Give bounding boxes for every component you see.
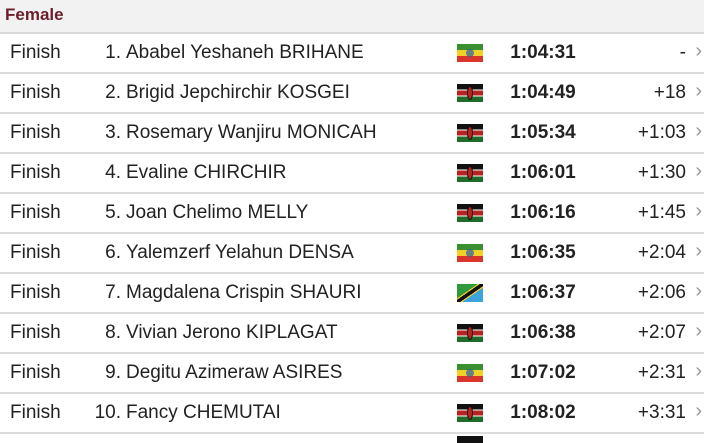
athlete-name: Magdalena Crispin SHAURI <box>126 282 362 303</box>
ethiopia-flag-icon <box>457 44 483 62</box>
rank: 2. <box>105 82 121 103</box>
finish-time: 1:04:31 <box>510 42 576 63</box>
finish-time: 1:05:34 <box>510 122 576 143</box>
ethiopia-flag-icon <box>457 244 483 262</box>
finish-time: 1:06:37 <box>510 282 576 303</box>
time-gap: +3:31 <box>637 402 686 423</box>
result-row[interactable]: Finish 9. Degitu Azimeraw ASIRES 1:07:02… <box>0 354 704 394</box>
athlete-name: Brigid Jepchirchir KOSGEI <box>126 82 350 103</box>
status: Finish <box>10 202 61 223</box>
chevron-right-icon[interactable]: › <box>695 280 702 302</box>
rank: 4. <box>105 162 121 183</box>
chevron-right-icon[interactable]: › <box>695 240 702 262</box>
time-gap: +1:30 <box>637 162 686 183</box>
finish-time: 1:04:49 <box>510 82 576 103</box>
rank: 6. <box>105 242 121 263</box>
athlete-name: Fancy CHEMUTAI <box>126 402 281 423</box>
rank: 3. <box>105 122 121 143</box>
status: Finish <box>10 122 61 143</box>
result-row[interactable]: Finish 4. Evaline CHIRCHIR 1:06:01 +1:30… <box>0 154 704 194</box>
partial-flag-icon <box>457 436 483 443</box>
status: Finish <box>10 402 61 423</box>
time-gap: +18 <box>653 82 686 103</box>
rank: 8. <box>105 322 121 343</box>
kenya-flag-icon <box>457 324 483 342</box>
chevron-right-icon[interactable]: › <box>695 160 702 182</box>
rank: 9. <box>105 362 121 383</box>
status: Finish <box>10 162 61 183</box>
result-row[interactable]: Finish 2. Brigid Jepchirchir KOSGEI 1:04… <box>0 74 704 114</box>
kenya-flag-icon <box>457 84 483 102</box>
result-row[interactable]: Finish 5. Joan Chelimo MELLY 1:06:16 +1:… <box>0 194 704 234</box>
athlete-name: Ababel Yeshaneh BRIHANE <box>126 42 364 63</box>
time-gap: +2:31 <box>637 362 686 383</box>
finish-time: 1:06:01 <box>510 162 576 183</box>
rank: 5. <box>105 202 121 223</box>
finish-time: 1:07:02 <box>510 362 576 383</box>
athlete-name: Degitu Azimeraw ASIRES <box>126 362 343 383</box>
finish-time: 1:06:16 <box>510 202 576 223</box>
result-row[interactable]: Finish 3. Rosemary Wanjiru MONICAH 1:05:… <box>0 114 704 154</box>
chevron-right-icon[interactable]: › <box>695 40 702 62</box>
athlete-name: Joan Chelimo MELLY <box>126 202 309 223</box>
finish-time: 1:06:35 <box>510 242 576 263</box>
status: Finish <box>10 322 61 343</box>
result-row[interactable]: Finish 10. Fancy CHEMUTAI 1:08:02 +3:31 … <box>0 394 704 434</box>
chevron-right-icon[interactable]: › <box>695 360 702 382</box>
status: Finish <box>10 282 61 303</box>
ethiopia-flag-icon <box>457 364 483 382</box>
finish-time: 1:08:02 <box>510 402 576 423</box>
result-row[interactable]: Finish 1. Ababel Yeshaneh BRIHANE 1:04:3… <box>0 34 704 74</box>
athlete-name: Yalemzerf Yelahun DENSA <box>126 242 354 263</box>
result-row[interactable]: Finish 8. Vivian Jerono KIPLAGAT 1:06:38… <box>0 314 704 354</box>
time-gap: +1:03 <box>637 122 686 143</box>
status: Finish <box>10 42 61 63</box>
section-header: Female <box>0 0 704 34</box>
kenya-flag-icon <box>457 164 483 182</box>
result-row[interactable]: Finish 7. Magdalena Crispin SHAURI 1:06:… <box>0 274 704 314</box>
status: Finish <box>10 242 61 263</box>
chevron-right-icon[interactable]: › <box>695 320 702 342</box>
time-gap: +2:07 <box>637 322 686 343</box>
chevron-right-icon[interactable]: › <box>695 400 702 422</box>
chevron-right-icon[interactable]: › <box>695 80 702 102</box>
time-gap: +2:04 <box>637 242 686 263</box>
time-gap: +2:06 <box>637 282 686 303</box>
rank: 10. <box>94 402 121 423</box>
athlete-name: Rosemary Wanjiru MONICAH <box>126 122 377 143</box>
time-gap: +1:45 <box>637 202 686 223</box>
kenya-flag-icon <box>457 404 483 422</box>
rank: 7. <box>105 282 121 303</box>
results-list: Finish 1. Ababel Yeshaneh BRIHANE 1:04:3… <box>0 34 704 434</box>
time-gap: - <box>679 42 686 63</box>
kenya-flag-icon <box>457 124 483 142</box>
athlete-name: Vivian Jerono KIPLAGAT <box>126 322 338 343</box>
status: Finish <box>10 362 61 383</box>
rank: 1. <box>105 42 121 63</box>
chevron-right-icon[interactable]: › <box>695 200 702 222</box>
status: Finish <box>10 82 61 103</box>
kenya-flag-icon <box>457 204 483 222</box>
result-row[interactable]: Finish 6. Yalemzerf Yelahun DENSA 1:06:3… <box>0 234 704 274</box>
finish-time: 1:06:38 <box>510 322 576 343</box>
athlete-name: Evaline CHIRCHIR <box>126 162 287 183</box>
tanzania-flag-icon <box>457 284 483 302</box>
chevron-right-icon[interactable]: › <box>695 120 702 142</box>
section-title: Female <box>5 5 64 24</box>
